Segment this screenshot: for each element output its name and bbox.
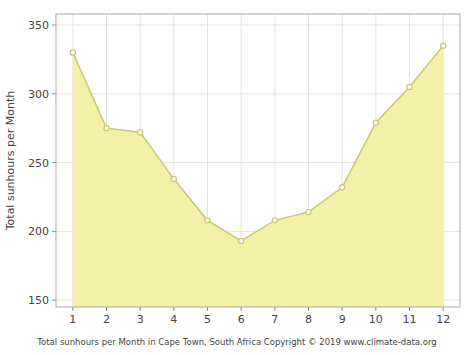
x-tick — [274, 307, 275, 311]
x-tick — [106, 307, 107, 311]
line — [73, 46, 443, 241]
marker — [441, 43, 446, 48]
marker — [171, 176, 176, 181]
marker — [239, 238, 244, 243]
y-grid-line — [56, 93, 460, 94]
y-tick-label: 250 — [28, 157, 49, 170]
x-tick — [173, 307, 174, 311]
x-tick-label: 10 — [369, 313, 383, 326]
x-tick — [308, 307, 309, 311]
x-tick-label: 2 — [103, 313, 110, 326]
y-tick — [52, 300, 56, 301]
marker — [138, 130, 143, 135]
y-grid-line — [56, 25, 460, 26]
axes: 150200250300350123456789101112 — [28, 19, 450, 326]
x-tick — [342, 307, 343, 311]
marker — [407, 84, 412, 89]
y-tick-label: 150 — [28, 294, 49, 307]
marker — [272, 218, 277, 223]
x-tick — [207, 307, 208, 311]
y-tick-label: 300 — [28, 88, 49, 101]
x-tick-label: 7 — [271, 313, 278, 326]
y-tick-label: 350 — [28, 19, 49, 32]
x-axis-label: Total sunhours per Month in Cape Town, S… — [36, 337, 436, 347]
x-tick-label: 12 — [436, 313, 450, 326]
y-tick — [52, 93, 56, 94]
x-tick-label: 1 — [69, 313, 76, 326]
y-tick — [52, 231, 56, 232]
y-axis-label: Total sunhours per Month — [4, 91, 17, 232]
plot-data — [70, 43, 446, 307]
x-tick-label: 6 — [238, 313, 245, 326]
x-tick-label: 4 — [170, 313, 177, 326]
x-tick-label: 11 — [403, 313, 417, 326]
marker — [104, 126, 109, 131]
x-tick-label: 9 — [339, 313, 346, 326]
y-tick — [52, 162, 56, 163]
marker — [205, 218, 210, 223]
marker — [373, 120, 378, 125]
grid — [56, 14, 460, 307]
area-fill — [73, 46, 443, 307]
x-tick — [72, 307, 73, 311]
x-tick-label: 3 — [137, 313, 144, 326]
x-tick — [443, 307, 444, 311]
x-tick-label: 8 — [305, 313, 312, 326]
x-tick — [409, 307, 410, 311]
chart: 150200250300350123456789101112Total sunh… — [0, 0, 474, 355]
x-tick — [140, 307, 141, 311]
x-tick-label: 5 — [204, 313, 211, 326]
x-tick — [375, 307, 376, 311]
marker — [70, 50, 75, 55]
x-tick — [241, 307, 242, 311]
plot-frame — [56, 14, 460, 307]
marker — [306, 209, 311, 214]
marker — [340, 185, 345, 190]
y-tick-label: 200 — [28, 225, 49, 238]
y-tick — [52, 25, 56, 26]
